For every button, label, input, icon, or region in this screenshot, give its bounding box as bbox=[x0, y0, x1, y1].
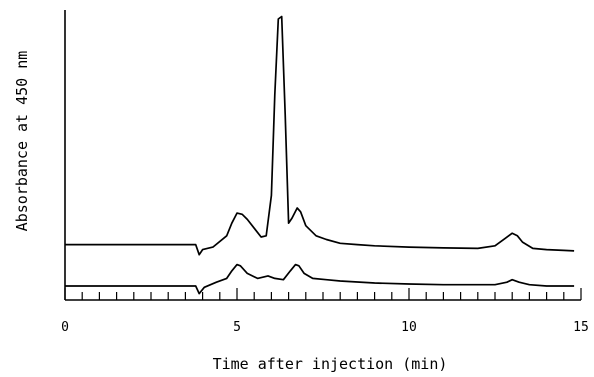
axes bbox=[64, 10, 581, 301]
x-tick-label: 15 bbox=[573, 320, 589, 335]
series-line-2 bbox=[65, 263, 575, 295]
x-tick-label: 5 bbox=[233, 320, 241, 335]
series-lines bbox=[65, 15, 575, 295]
x-ticks bbox=[64, 288, 582, 300]
series-line-1 bbox=[65, 15, 575, 256]
x-tick-label: 0 bbox=[61, 320, 69, 335]
y-axis-title: Absorbance at 450 nm bbox=[13, 51, 31, 232]
x-tick-label: 10 bbox=[401, 320, 417, 335]
x-tick-labels: 0 5 10 15 bbox=[61, 320, 589, 335]
x-axis-title: Time after injection (min) bbox=[213, 355, 448, 373]
